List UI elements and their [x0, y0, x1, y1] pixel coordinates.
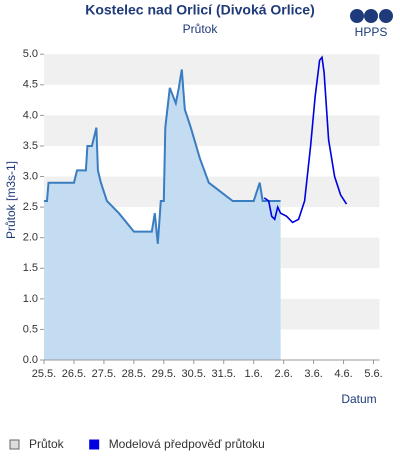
line	[263, 55, 348, 224]
y-tick-label: 2.5	[23, 201, 38, 213]
chart-title: Kostelec nad Orlicí (Divoká Orlice)	[85, 2, 315, 18]
x-tick-label: 3.6.	[304, 368, 322, 380]
grid-band	[44, 54, 380, 85]
y-tick-label: 4.0	[23, 109, 38, 121]
x-tick-label: 4.6.	[334, 368, 352, 380]
logo-dot	[350, 9, 364, 23]
logo: HPPS	[350, 9, 393, 39]
grid-band	[44, 115, 380, 146]
y-tick-label: 0.5	[23, 323, 38, 335]
y-tick-label: 1.5	[23, 262, 38, 274]
logo-dot	[379, 9, 393, 23]
x-tick-label: 25.5.	[32, 368, 56, 380]
y-tick-label: 1.0	[23, 293, 38, 305]
x-tick-label: 26.5.	[62, 368, 86, 380]
x-tick-label: 28.5.	[122, 368, 146, 380]
x-tick-label: 2.6.	[274, 368, 292, 380]
legend-swatch	[9, 439, 20, 450]
x-tick-label: 31.5.	[211, 368, 235, 380]
logo-dot	[364, 9, 378, 23]
y-axis-title: Průtok [m3s-1]	[4, 161, 18, 239]
x-tick-label: 1.6.	[245, 368, 263, 380]
x-tick-label: 5.6.	[364, 368, 382, 380]
area	[44, 69, 281, 360]
y-tick-label: 4.5	[23, 79, 38, 91]
line	[44, 69, 281, 244]
y-tick-label: 0.0	[23, 354, 38, 366]
y-tick-label: 2.0	[23, 232, 38, 244]
y-tick-label: 5.0	[23, 48, 38, 60]
legend-label: Průtok	[29, 437, 65, 451]
y-tick-label: 3.0	[23, 170, 38, 182]
x-tick-label: 27.5.	[92, 368, 116, 380]
x-axis-title: Datum	[341, 392, 376, 406]
x-tick-label: 29.5.	[152, 368, 176, 380]
x-tick-label: 30.5.	[182, 368, 206, 380]
legend-label: Modelová předpověď průtoku	[109, 437, 265, 451]
logo-text: HPPS	[355, 25, 388, 39]
y-tick-label: 3.5	[23, 140, 38, 152]
chart-subtitle: Průtok	[183, 22, 219, 36]
legend-swatch	[89, 439, 100, 450]
